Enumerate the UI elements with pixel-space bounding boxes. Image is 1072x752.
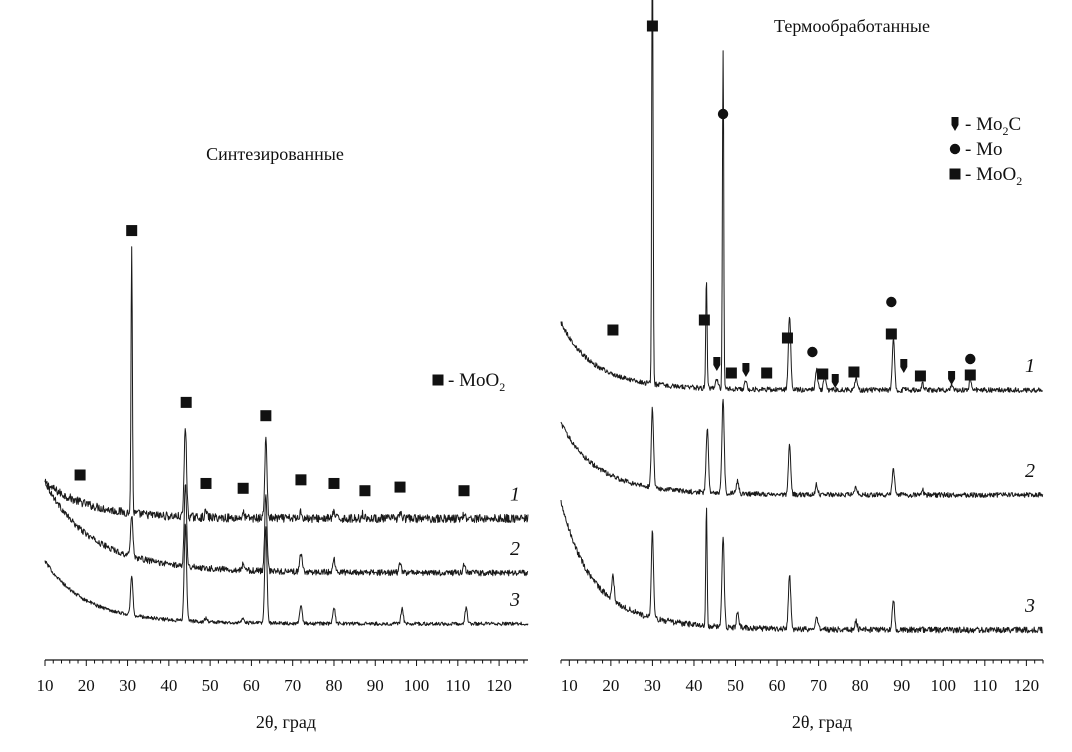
x-tick-label: 20 (78, 676, 95, 695)
mo-o2-marker (848, 366, 860, 378)
x-tick-label: 120 (486, 676, 512, 695)
x-tick-label: 40 (685, 676, 702, 695)
xrd-trace-3 (44, 523, 529, 627)
mo-o2-marker (964, 369, 976, 381)
mo-marker (807, 346, 818, 358)
xrd-trace-1 (560, 0, 1044, 393)
chart-title: Синтезированные (206, 144, 344, 164)
xrd-trace-3 (560, 499, 1043, 634)
x-tick-label: 110 (445, 676, 470, 695)
legend-entry: - Mo2C (965, 114, 1021, 138)
x-tick-label: 10 (561, 676, 578, 695)
mo-o2-marker (817, 368, 829, 380)
curve-label: 3 (1024, 595, 1035, 617)
panel-synthesized: Синтезированные 10 20 30 40 50 60 70 80 90 100 110 1… (37, 144, 529, 732)
mo-o2-marker (74, 469, 86, 481)
mo-o2-marker (180, 396, 192, 408)
x-tick-label: 90 (893, 676, 910, 695)
x-tick-label: 100 (404, 676, 430, 695)
mo2c-marker (713, 357, 721, 371)
mo-marker (717, 108, 729, 120)
legend-marker-arrow (951, 117, 959, 131)
legend-entry: - MoO2 (965, 164, 1022, 188)
mo-o2-marker (885, 328, 897, 340)
legend-marker-circle (949, 143, 961, 155)
mo-o2-marker (237, 482, 249, 494)
x-tick-label: 30 (119, 676, 136, 695)
x-tick-label: 80 (852, 676, 869, 695)
legend-entry: - Mo (965, 139, 1002, 160)
curve-label: 2 (1025, 460, 1035, 482)
x-tick-label: 80 (325, 676, 342, 695)
mo-o2-marker (781, 332, 793, 344)
mo-o2-marker (914, 370, 926, 382)
mo-o2-marker (458, 485, 470, 497)
x-axis-label: 2θ, град (792, 712, 852, 732)
legend-marker-square (432, 374, 444, 386)
mo-o2-marker (646, 20, 658, 32)
mo-marker (965, 353, 976, 365)
xrd-trace-1 (44, 246, 529, 524)
x-tick-label: 50 (202, 676, 219, 695)
mo-o2-marker (698, 314, 710, 326)
mo2c-marker (742, 363, 750, 377)
legend-entry: - MoO2 (448, 370, 505, 394)
x-tick-label: 60 (243, 676, 260, 695)
mo-marker (886, 296, 897, 308)
x-tick-label: 30 (644, 676, 661, 695)
mo-o2-marker (260, 410, 272, 422)
mo2c-marker (831, 374, 839, 388)
xrd-trace-2 (560, 398, 1044, 498)
legend-marker-square (949, 168, 961, 180)
curve-label: 1 (510, 484, 520, 506)
x-tick-label: 40 (160, 676, 177, 695)
x-tick-label: 110 (972, 676, 997, 695)
mo-o2-marker (328, 477, 340, 489)
x-tick-label: 50 (727, 676, 744, 695)
curve-label: 3 (509, 589, 520, 611)
x-tick-label: 20 (602, 676, 619, 695)
x-tick-label: 10 (37, 676, 54, 695)
mo-o2-marker (394, 481, 406, 493)
chart-title: Термообработанные (774, 16, 930, 36)
mo-o2-marker (295, 474, 307, 486)
mo2c-marker (900, 359, 908, 373)
xrd-trace-2 (44, 480, 529, 577)
curve-label: 2 (510, 538, 520, 560)
mo-o2-marker (607, 324, 619, 336)
mo-o2-marker (359, 485, 371, 497)
x-tick-label: 90 (367, 676, 384, 695)
mo-o2-marker (126, 225, 138, 237)
mo-o2-marker (200, 477, 212, 489)
mo-o2-marker (725, 367, 737, 379)
x-tick-label: 60 (769, 676, 786, 695)
x-axis-label: 2θ, град (256, 712, 316, 732)
x-tick-label: 120 (1014, 676, 1040, 695)
mo-o2-marker (761, 367, 773, 379)
curve-label: 1 (1025, 355, 1035, 377)
mo2c-marker (948, 371, 956, 385)
x-tick-label: 70 (810, 676, 827, 695)
x-tick-label: 70 (284, 676, 301, 695)
x-tick-label: 100 (931, 676, 957, 695)
